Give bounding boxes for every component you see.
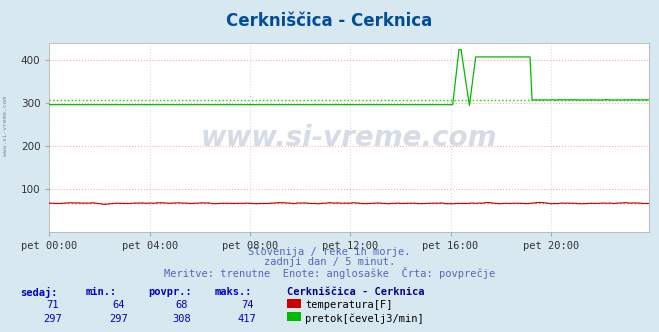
Text: 64: 64 [113, 300, 125, 310]
Text: sedaj:: sedaj: [20, 287, 57, 298]
Text: 71: 71 [47, 300, 59, 310]
Text: povpr.:: povpr.: [148, 287, 192, 297]
Text: Meritve: trenutne  Enote: anglosaške  Črta: povprečje: Meritve: trenutne Enote: anglosaške Črta… [164, 267, 495, 279]
Text: www.si-vreme.com: www.si-vreme.com [201, 124, 498, 152]
Text: Cerkniščica - Cerknica: Cerkniščica - Cerknica [227, 12, 432, 30]
Text: pretok[čevelj3/min]: pretok[čevelj3/min] [305, 314, 424, 324]
Text: 417: 417 [238, 314, 256, 324]
Text: www.si-vreme.com: www.si-vreme.com [3, 96, 8, 156]
Text: Slovenija / reke in morje.: Slovenija / reke in morje. [248, 247, 411, 257]
Text: Cerkniščica - Cerknica: Cerkniščica - Cerknica [287, 287, 424, 297]
Text: 74: 74 [241, 300, 253, 310]
Text: temperatura[F]: temperatura[F] [305, 300, 393, 310]
Text: 308: 308 [172, 314, 190, 324]
Text: zadnji dan / 5 minut.: zadnji dan / 5 minut. [264, 257, 395, 267]
Text: maks.:: maks.: [214, 287, 252, 297]
Text: 68: 68 [175, 300, 187, 310]
Text: 297: 297 [109, 314, 128, 324]
Text: min.:: min.: [86, 287, 117, 297]
Text: 297: 297 [43, 314, 62, 324]
